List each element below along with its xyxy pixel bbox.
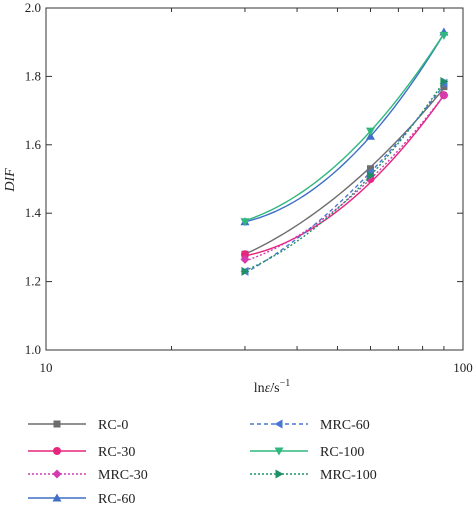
series-line [244,33,445,222]
series-mrc-30 [240,90,449,264]
legend-marker [53,420,61,428]
series-rc-0 [241,83,448,258]
y-tick-label: 1.2 [25,274,41,289]
y-tick-label: 1.4 [25,205,42,220]
legend-item: MRC-60 [250,418,370,433]
data-point [240,218,250,227]
y-tick-label: 2.0 [25,0,41,15]
y-tick-label: 1.8 [25,68,41,83]
legend-label: RC-0 [98,418,128,433]
legend-item: RC-0 [28,418,128,433]
data-point [241,266,250,276]
series-layer [240,27,449,276]
x-axis: 10 100 [40,8,473,375]
legend-item: MRC-100 [250,468,377,483]
data-point [366,165,374,173]
x-axis-label-ln: ln [254,381,265,396]
series-rc-30 [240,91,448,259]
series-line [244,84,445,274]
series-rc-100 [240,31,449,227]
data-point [366,171,375,181]
series-line [244,87,445,255]
series-line [244,33,445,223]
legend-label: MRC-100 [320,468,377,483]
data-point [240,254,250,264]
legend-item: RC-30 [28,445,135,460]
legend-label: RC-100 [320,445,364,460]
series-rc-60 [240,27,449,226]
y-axis-label: DIF [3,168,18,193]
x-tick-label: 100 [453,360,473,375]
series-mrc-60 [240,78,448,276]
data-point [365,127,375,136]
data-point [440,83,448,91]
legend: RC-0 RC-30 MRC-30 RC-60 MRC-60 RC-100 MRC-100 [28,418,377,507]
data-point [439,90,449,100]
legend-marker [53,447,61,455]
x-axis-label-symbol: ε̇ [265,381,275,396]
x-axis-label-exponent: −1 [280,378,291,389]
data-point [365,131,375,140]
legend-marker [275,469,284,479]
legend-label: MRC-60 [320,418,370,433]
x-axis-label: lnε̇/s−1 [254,378,290,396]
data-point [440,77,449,87]
legend-marker [274,419,283,429]
series-line [244,94,445,262]
legend-label: RC-30 [98,445,135,460]
series-line [244,94,445,257]
legend-item: RC-100 [250,445,364,460]
legend-marker [52,493,62,502]
legend-item: MRC-30 [28,468,148,483]
plot-frame [45,7,464,351]
legend-label: MRC-30 [98,468,148,483]
series-mrc-100 [241,77,449,276]
series-line [244,81,445,272]
y-tick-label: 1.0 [25,342,41,357]
plot-border [45,7,464,351]
legend-label: RC-60 [98,492,135,507]
x-axis-label-unit: /s [270,381,279,396]
data-point [439,31,449,40]
legend-marker [274,447,284,456]
legend-marker [52,469,62,479]
x-tick-label: 10 [40,360,53,375]
y-axis: 1.0 1.2 1.4 1.6 1.8 2.0 [25,0,463,357]
y-tick-label: 1.6 [25,137,42,152]
legend-item: RC-60 [28,492,135,507]
data-point [240,250,249,259]
